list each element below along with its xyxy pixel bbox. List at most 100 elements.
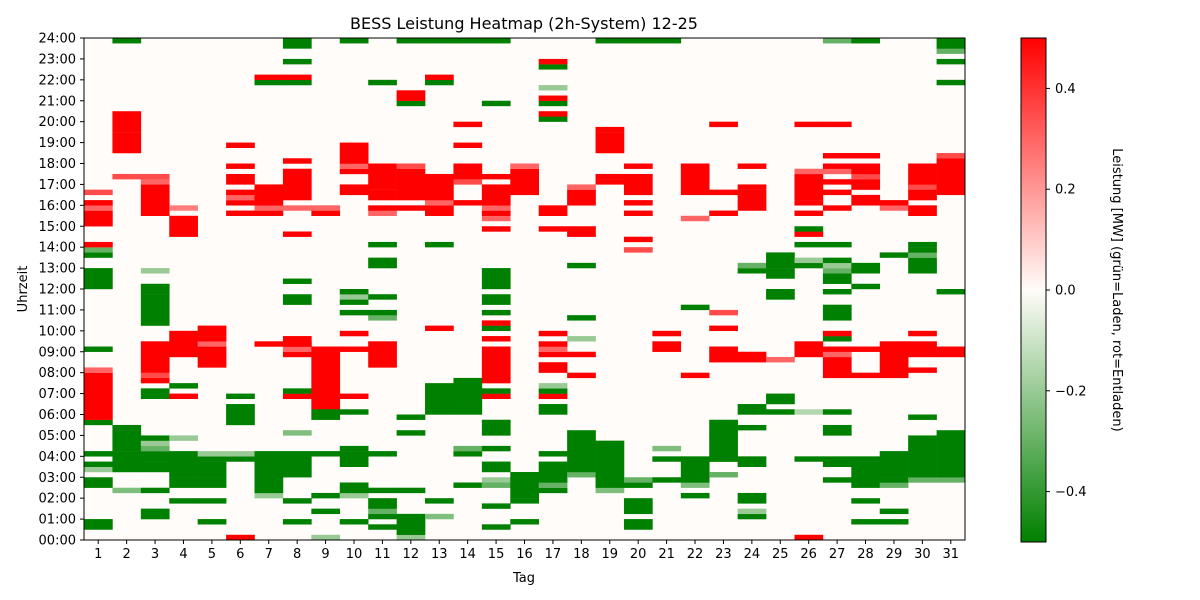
heatmap-cell xyxy=(567,351,596,358)
heatmap-cell xyxy=(226,163,255,169)
heatmap-cell xyxy=(226,210,255,216)
heatmap-cell xyxy=(709,325,738,332)
heatmap-cell xyxy=(737,424,767,431)
heatmap-cell xyxy=(140,268,170,274)
heatmap-cell xyxy=(680,372,710,379)
heatmap-cell xyxy=(481,388,511,394)
heatmap-cell xyxy=(311,508,341,515)
heatmap-cell xyxy=(481,210,511,216)
heatmap-cell xyxy=(623,236,653,243)
heatmap-cell xyxy=(481,268,511,290)
heatmap-cell xyxy=(140,487,170,494)
heatmap-cell xyxy=(396,534,426,541)
x-tick-label: 8 xyxy=(293,547,301,562)
x-axis-label: Tag xyxy=(512,571,535,586)
heatmap-cell xyxy=(84,210,113,227)
heatmap-cell xyxy=(737,268,767,274)
heatmap-cell xyxy=(339,168,369,175)
heatmap-cell xyxy=(368,294,397,300)
x-tick-label: 11 xyxy=(374,547,391,562)
x-tick-label: 1 xyxy=(94,547,102,562)
heatmap-cell xyxy=(254,184,284,206)
heatmap-cell xyxy=(368,205,397,211)
heatmap-cell xyxy=(282,430,312,436)
heatmap-cell xyxy=(311,210,341,216)
heatmap-cell xyxy=(112,173,142,180)
heatmap-cell xyxy=(112,430,142,452)
heatmap-cell xyxy=(282,231,312,237)
x-tick-label: 15 xyxy=(488,547,505,562)
heatmap-cell xyxy=(396,513,426,535)
heatmap-cell xyxy=(623,210,653,216)
y-tick-label: 24:00 xyxy=(39,32,76,47)
heatmap-cell xyxy=(368,346,397,368)
heatmap-cell xyxy=(908,346,937,358)
heatmap-cell xyxy=(936,289,966,295)
heatmap-cell xyxy=(140,372,170,379)
x-tick-label: 12 xyxy=(403,547,420,562)
x-tick-label: 20 xyxy=(630,547,647,562)
heatmap-cell xyxy=(339,492,369,499)
heatmap-cell xyxy=(311,451,341,457)
heatmap-cell xyxy=(112,487,142,494)
heatmap-cell xyxy=(623,200,653,206)
heatmap-cell xyxy=(311,346,341,352)
heatmap-cell xyxy=(425,200,454,206)
heatmap-cell xyxy=(226,393,255,400)
heatmap-cell xyxy=(169,221,198,237)
heatmap-cell xyxy=(538,95,568,101)
heatmap-cell xyxy=(453,38,483,44)
heatmap-cell xyxy=(282,38,312,49)
heatmap-cell xyxy=(623,482,653,488)
heatmap-cell xyxy=(822,424,852,436)
heatmap-cell xyxy=(140,283,170,295)
heatmap-cell xyxy=(595,173,625,180)
heatmap-cell xyxy=(453,163,483,180)
heatmap-cell xyxy=(908,252,937,258)
heatmap-cell xyxy=(84,252,113,258)
heatmap-cell xyxy=(254,341,284,347)
heatmap-cell xyxy=(510,477,540,483)
heatmap-cell xyxy=(368,315,397,321)
colorbar xyxy=(1020,37,1047,543)
heatmap-cell xyxy=(425,38,454,44)
heatmap-cell xyxy=(737,492,767,504)
heatmap-cell xyxy=(339,346,369,352)
heatmap-cell xyxy=(112,424,142,431)
x-tick-label: 29 xyxy=(886,547,903,562)
heatmap-cell xyxy=(510,482,540,499)
heatmap-cell xyxy=(481,320,511,326)
heatmap-cell xyxy=(851,38,881,44)
y-tick-label: 09:00 xyxy=(39,345,76,360)
heatmap-cell xyxy=(908,414,937,420)
heatmap-cell xyxy=(794,173,824,201)
heatmap-cell xyxy=(254,210,284,216)
heatmap-cell xyxy=(567,372,596,379)
heatmap-cell xyxy=(879,341,909,347)
heatmap-cell xyxy=(538,64,568,70)
x-tick-label: 21 xyxy=(658,547,675,562)
x-tick-label: 14 xyxy=(459,547,476,562)
heatmap-cell xyxy=(368,79,397,86)
heatmap-cell xyxy=(851,173,881,180)
heatmap-cell xyxy=(766,289,795,300)
heatmap-cell xyxy=(510,519,540,525)
heatmap-cell xyxy=(282,393,312,400)
heatmap-cell xyxy=(737,456,767,467)
heatmap-cell xyxy=(623,519,653,530)
heatmap-cell xyxy=(339,184,369,196)
heatmap-cell xyxy=(481,226,511,232)
colorbar-tick-label: 0.2 xyxy=(1055,183,1076,198)
heatmap-cell xyxy=(282,278,312,284)
heatmap-cell xyxy=(339,299,369,305)
heatmap-cell xyxy=(538,341,568,347)
heatmap-cell xyxy=(84,519,113,530)
heatmap-cell xyxy=(282,346,312,352)
heatmap-cell xyxy=(936,38,966,49)
heatmap-cell xyxy=(652,38,682,44)
heatmap-cell xyxy=(822,38,852,44)
heatmap-cell xyxy=(169,435,198,441)
x-tick-label: 26 xyxy=(800,547,817,562)
y-tick-label: 19:00 xyxy=(39,136,76,151)
